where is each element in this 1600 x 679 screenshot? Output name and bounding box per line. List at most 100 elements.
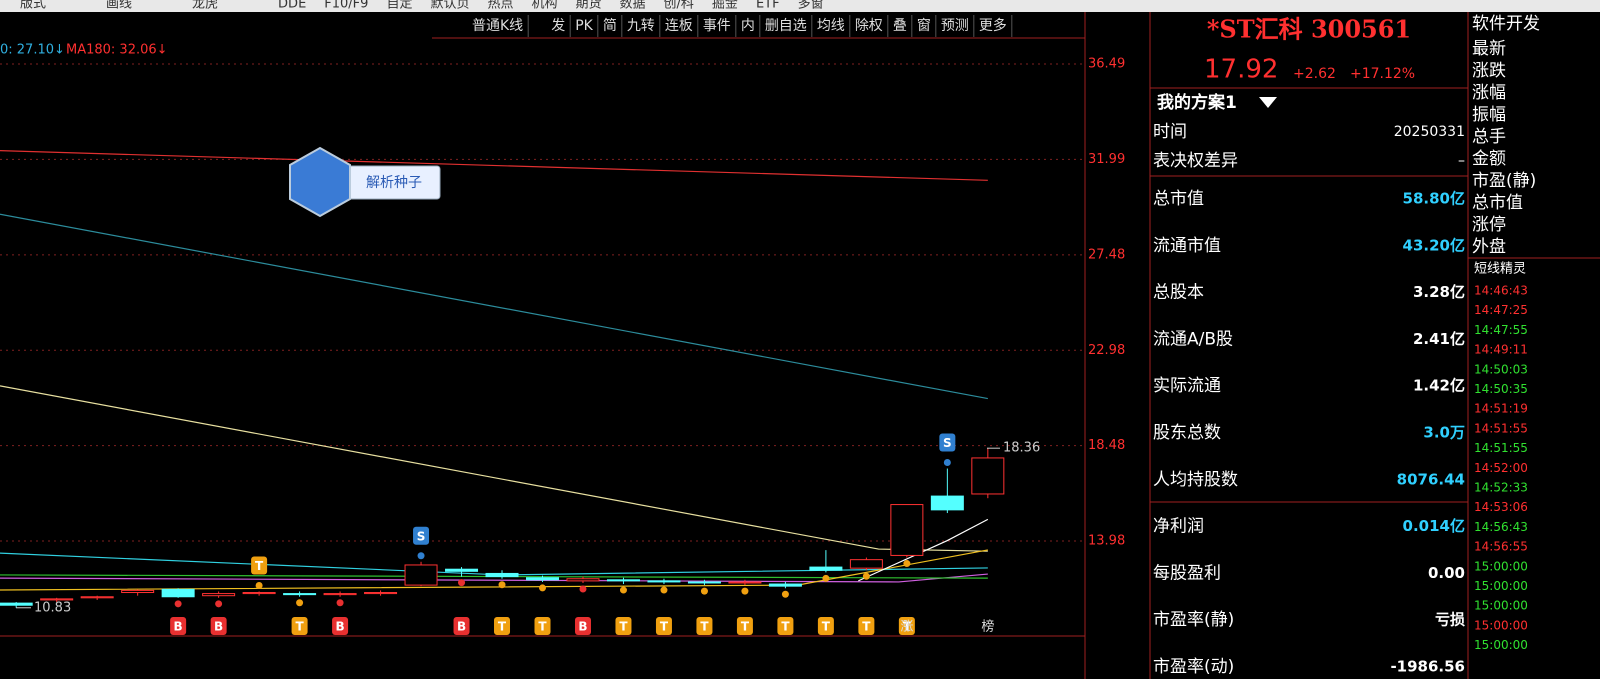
- spirit-time: 15:00:00: [1474, 579, 1528, 593]
- candle-body: [647, 580, 681, 583]
- signal-badge: [494, 617, 511, 635]
- signal-dot: [458, 579, 466, 587]
- menu-item[interactable]: 数据: [620, 0, 646, 12]
- y-tick-label: 13.98: [1088, 534, 1125, 549]
- signal-badge: [939, 433, 956, 452]
- signal-badge: [170, 617, 187, 635]
- candle-body: [768, 583, 802, 587]
- toolbar-item[interactable]: 发: [551, 18, 565, 34]
- toolbar-item[interactable]: 连板: [665, 18, 693, 34]
- toolbar-item[interactable]: 普通K线: [472, 18, 523, 34]
- menu-item[interactable]: DDE: [278, 0, 306, 12]
- side-label: 涨跌: [1472, 61, 1506, 81]
- signal-label: T: [741, 620, 750, 634]
- spirit-time: 14:56:55: [1474, 540, 1528, 554]
- menu-item[interactable]: 机构: [531, 0, 557, 12]
- toolbar-item[interactable]: 删自选: [765, 18, 807, 34]
- signal-dot: [296, 599, 304, 607]
- stat-label: 流通A/B股: [1153, 329, 1233, 349]
- stat-label: 每股盈利: [1153, 563, 1221, 583]
- spirit-time: 14:56:43: [1474, 520, 1528, 534]
- stat-value: -1986.56: [1390, 658, 1465, 676]
- stat-label: 市盈率(静): [1153, 610, 1234, 630]
- menu-item[interactable]: 创/科: [664, 0, 694, 12]
- stat-value: 58.80亿: [1403, 190, 1465, 208]
- spirit-time: 14:47:55: [1474, 323, 1528, 337]
- menu-item[interactable]: 默认页: [430, 0, 469, 12]
- bottom-tag: 榜: [981, 619, 994, 635]
- signal-badge: [777, 617, 794, 635]
- signal-badge: [534, 617, 551, 635]
- candle-body: [526, 577, 559, 581]
- signal-dot: [215, 600, 223, 608]
- signal-badge: [413, 526, 430, 545]
- menu-item[interactable]: 掘金: [712, 0, 738, 12]
- side-label: 最新: [1472, 39, 1506, 59]
- bottom-tag: 涨: [900, 620, 913, 635]
- signal-label: T: [700, 620, 709, 634]
- y-tick-label: 27.48: [1088, 247, 1125, 262]
- side-title: 软件开发: [1472, 14, 1540, 34]
- toolbar-item[interactable]: 简: [603, 17, 617, 34]
- ma-label: MA180: 32.06↓: [66, 43, 168, 58]
- menu-item[interactable]: 画线: [106, 0, 132, 12]
- toolbar-item[interactable]: 内: [741, 18, 755, 34]
- signal-dot: [862, 572, 870, 580]
- menu-item[interactable]: 期货: [576, 0, 602, 12]
- candle-body: [728, 581, 762, 584]
- signal-label: B: [214, 620, 223, 634]
- signal-dot: [943, 459, 951, 467]
- toolbar-item[interactable]: 除权: [855, 18, 883, 34]
- signal-label: T: [660, 620, 669, 634]
- menu-item[interactable]: 龙虎: [192, 0, 218, 12]
- info-label: 表决权差异: [1153, 151, 1238, 171]
- toolbar-item[interactable]: 事件: [703, 18, 731, 34]
- toolbar-item[interactable]: 均线: [817, 18, 845, 34]
- stock-name: *ST汇科 300561: [1207, 15, 1411, 44]
- signal-dot: [417, 552, 425, 560]
- toolbar-item[interactable]: 预测: [941, 18, 969, 34]
- menu-item[interactable]: 版式: [20, 0, 46, 12]
- ma-line: [0, 573, 988, 583]
- spirit-time: 14:51:55: [1474, 421, 1528, 435]
- toolbar-item[interactable]: 窗: [917, 17, 931, 34]
- candle-body: [971, 457, 1005, 495]
- signal-badge: [453, 617, 470, 635]
- seed-label[interactable]: 解析种子: [366, 175, 422, 191]
- side-label: 金额: [1472, 149, 1506, 169]
- y-tick-label: 31.99: [1088, 152, 1125, 167]
- candle-body: [930, 495, 964, 511]
- candle-body: [687, 581, 721, 584]
- plan-title[interactable]: 我的方案1: [1157, 92, 1237, 113]
- candle-body: [80, 596, 114, 599]
- signal-dot: [619, 586, 627, 594]
- spirit-time: 14:50:03: [1474, 362, 1528, 376]
- menu-item[interactable]: 热点: [487, 0, 513, 12]
- menu-item[interactable]: 自定: [386, 0, 412, 12]
- signal-dot: [336, 599, 344, 607]
- ma-line: [858, 518, 989, 582]
- candle-body: [121, 589, 155, 594]
- stat-label: 总市值: [1153, 189, 1204, 209]
- candle-body: [606, 579, 640, 582]
- toolbar-item[interactable]: 更多: [979, 17, 1007, 34]
- side-label: 涨幅: [1472, 83, 1506, 103]
- side-label: 总市值: [1472, 193, 1523, 213]
- toolbar-item[interactable]: PK: [575, 18, 593, 34]
- info-value: 20250331: [1394, 124, 1465, 140]
- candle-body: [849, 559, 883, 569]
- toolbar-item[interactable]: 九转: [627, 18, 655, 34]
- min-label: 10.83: [34, 600, 71, 615]
- signal-badge: [696, 617, 713, 635]
- signal-dot: [539, 584, 546, 592]
- side-label: 振幅: [1472, 105, 1506, 125]
- toolbar-item[interactable]: 叠: [893, 18, 907, 34]
- stat-label: 流通市值: [1153, 236, 1221, 256]
- info-value: –: [1458, 153, 1465, 169]
- menu-item[interactable]: F10/F9: [324, 0, 368, 12]
- menu-item[interactable]: ETF: [756, 0, 780, 12]
- menu-item[interactable]: 多窗: [798, 0, 824, 12]
- signal-label: S: [417, 529, 426, 543]
- signal-label: T: [903, 620, 912, 634]
